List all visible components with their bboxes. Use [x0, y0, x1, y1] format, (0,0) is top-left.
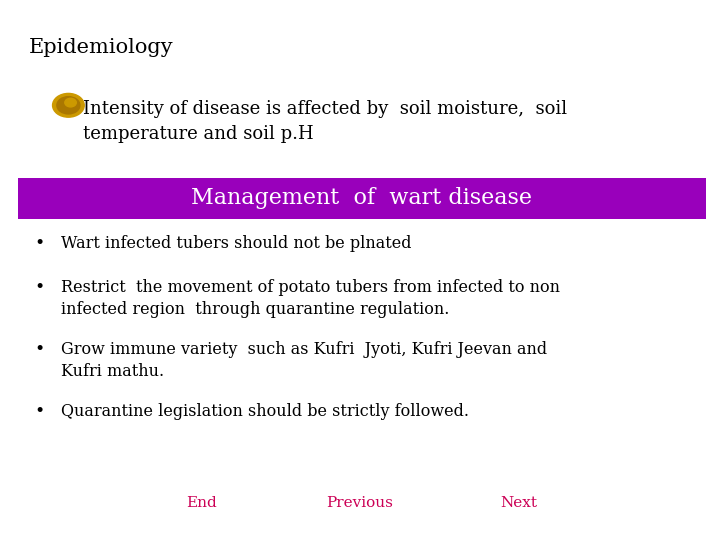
Text: Quarantine legislation should be strictly followed.: Quarantine legislation should be strictl…	[61, 403, 469, 420]
Text: •: •	[35, 341, 45, 358]
Circle shape	[53, 93, 84, 117]
Text: •: •	[35, 235, 45, 252]
FancyBboxPatch shape	[18, 178, 706, 219]
Text: •: •	[35, 279, 45, 296]
Text: Previous: Previous	[327, 496, 393, 510]
Circle shape	[57, 97, 80, 114]
Text: Grow immune variety  such as Kufri  Jyoti, Kufri Jeevan and
Kufri mathu.: Grow immune variety such as Kufri Jyoti,…	[61, 341, 547, 380]
Text: Next: Next	[500, 496, 537, 510]
Text: Management  of  wart disease: Management of wart disease	[192, 187, 532, 210]
Text: Wart infected tubers should not be plnated: Wart infected tubers should not be plnat…	[61, 235, 412, 252]
Text: End: End	[186, 496, 217, 510]
Text: Epidemiology: Epidemiology	[29, 38, 174, 57]
Text: •: •	[35, 403, 45, 420]
Text: Restrict  the movement of potato tubers from infected to non
infected region  th: Restrict the movement of potato tubers f…	[61, 279, 560, 318]
Circle shape	[65, 98, 76, 107]
Text: Intensity of disease is affected by  soil moisture,  soil
temperature and soil p: Intensity of disease is affected by soil…	[83, 100, 567, 143]
